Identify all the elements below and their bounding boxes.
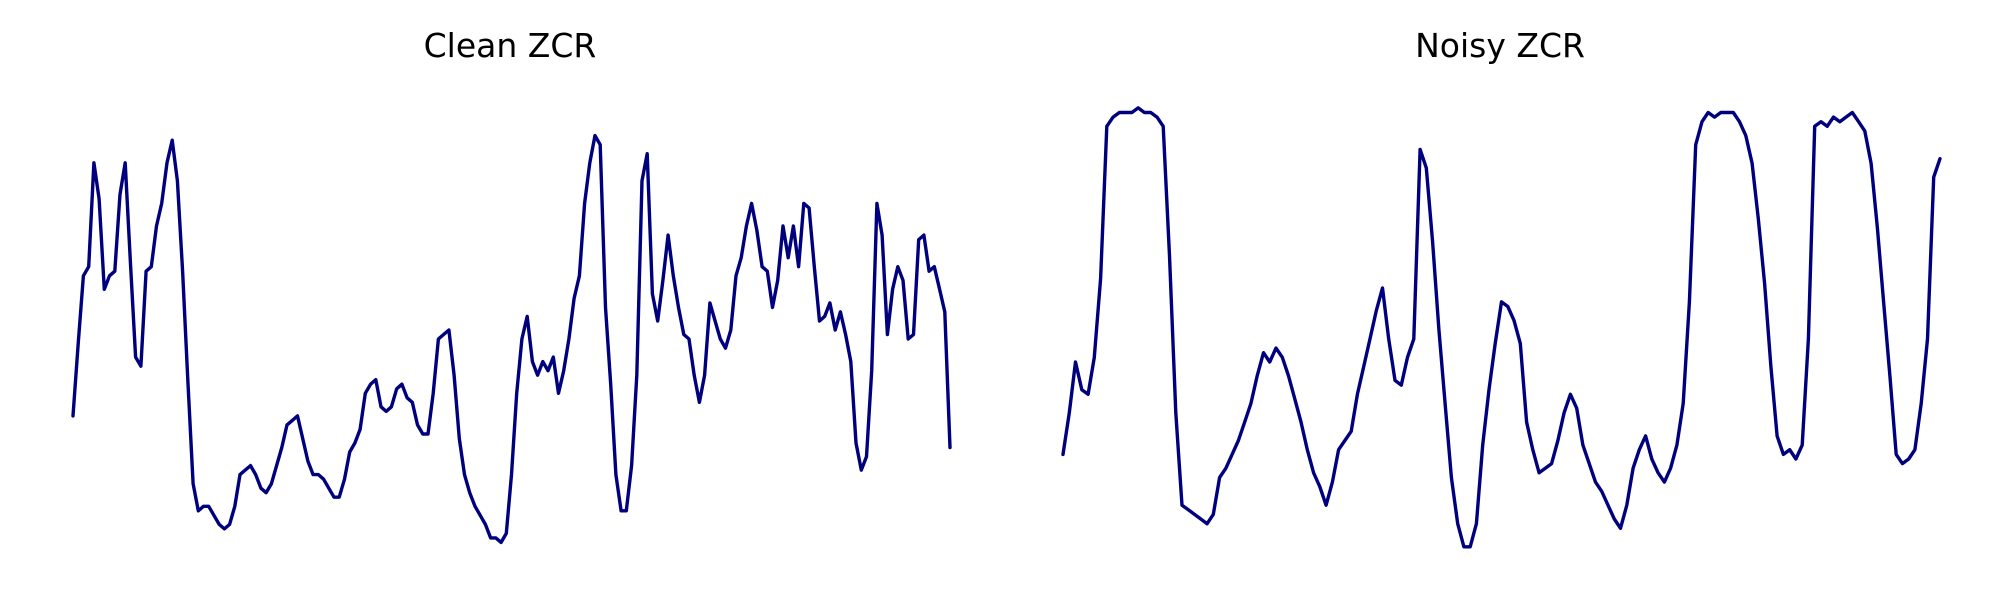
chart-title-noisy: Noisy ZCR: [1415, 26, 1585, 65]
series-line-noisy: [1061, 106, 1942, 549]
chart-panel-noisy: Noisy ZCR: [1061, 26, 1942, 549]
series-line-clean: [71, 133, 952, 545]
chart-title-clean: Clean ZCR: [424, 26, 597, 65]
chart-panel-clean: Clean ZCR: [71, 26, 952, 545]
